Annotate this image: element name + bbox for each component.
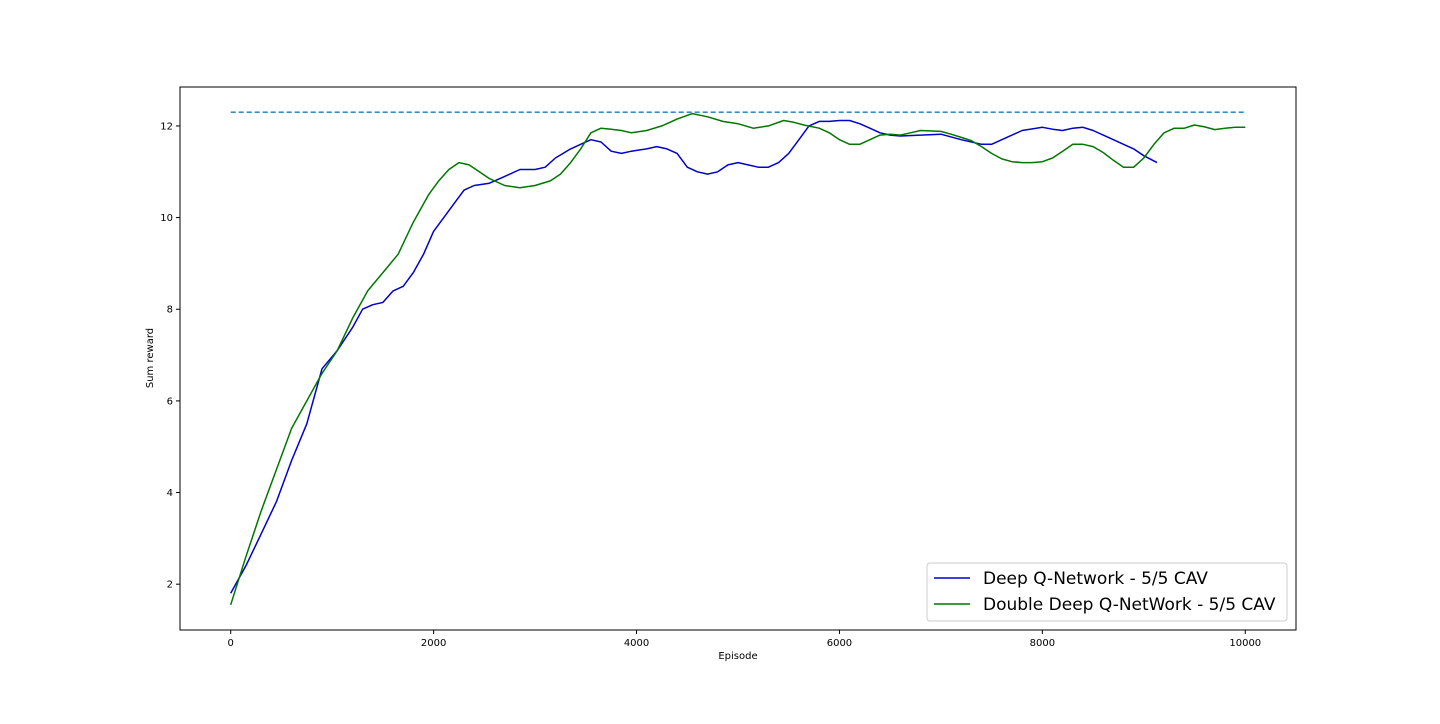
legend: Deep Q-Network - 5/5 CAV Double Deep Q-N… — [926, 562, 1288, 622]
y-tick-label: 10 — [160, 213, 173, 224]
legend-label-ddqn: Double Deep Q-NetWork - 5/5 CAV — [983, 595, 1276, 615]
legend-box — [926, 562, 1288, 622]
series-group — [229, 112, 1246, 606]
y-tick-label: 4 — [167, 488, 173, 499]
x-tick-label: 2000 — [421, 638, 446, 649]
plot-area — [179, 86, 1297, 631]
series-line-dqn — [230, 119, 1158, 594]
y-tick-label: 6 — [167, 396, 173, 407]
x-tick-label: 4000 — [624, 638, 649, 649]
y-axis: 2 4 6 8 10 12 — [160, 121, 180, 591]
x-axis-label: Episode — [718, 651, 757, 662]
x-tick-label: 8000 — [1030, 638, 1055, 649]
legend-label-dqn: Deep Q-Network - 5/5 CAV — [983, 569, 1208, 589]
x-tick-label: 6000 — [827, 638, 852, 649]
y-tick-label: 2 — [167, 580, 173, 591]
x-axis: 0 2000 4000 6000 8000 10000 — [228, 630, 1261, 649]
y-tick-label: 12 — [160, 121, 173, 132]
x-tick-label: 10000 — [1229, 638, 1261, 649]
series-line-ddqn — [229, 112, 1246, 606]
x-tick-label: 0 — [228, 638, 234, 649]
y-axis-label: Sum reward — [145, 328, 156, 388]
y-tick-label: 8 — [167, 305, 173, 316]
